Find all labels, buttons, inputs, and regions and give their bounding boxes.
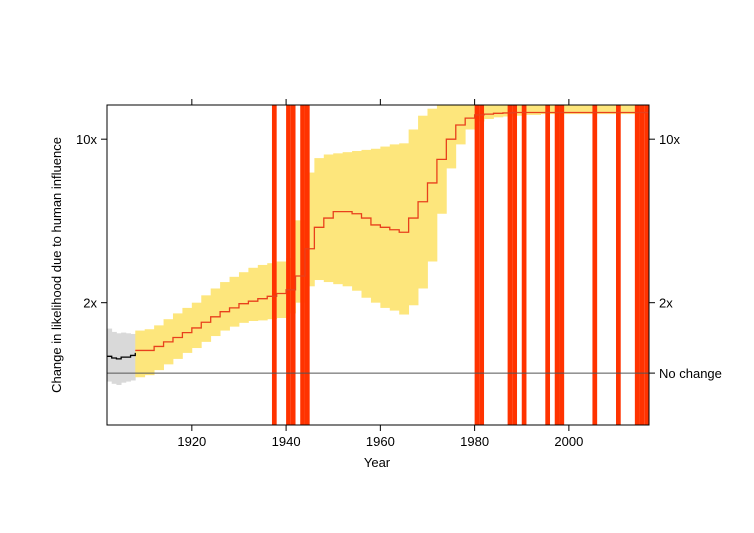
central-line-layer [107,111,649,360]
uncertainty-band-segment [201,295,212,342]
uncertainty-band-segment [597,105,607,115]
tick-labels-layer: 1920 1940 1960 1980 2000 No change 2x 10x 2x 10x [76,132,722,449]
record-years-layer [271,105,649,425]
uncertainty-band-segment [342,152,353,287]
uncertainty-band-segment [512,105,523,116]
uncertainty-band-segment [238,272,249,323]
uncertainty-band-segment [220,282,230,331]
early-central-line [107,352,136,360]
x-tick-label: 1980 [460,434,489,449]
uncertainty-band-segment [333,153,344,285]
record-year-bar [592,105,598,425]
uncertainty-band-segment [446,105,457,169]
early-band-segment [107,328,113,382]
central-line [135,111,649,352]
uncertainty-band-segment [484,105,494,119]
uncertainty-band-segment [229,276,240,327]
record-year-bar [554,105,560,425]
early-band-segment [130,333,136,381]
uncertainty-band-segment [389,144,400,311]
uncertainty-band-segment [568,105,579,115]
x-tick-label: 2000 [554,434,583,449]
uncertainty-band-segment [210,288,221,337]
record-year-bar [474,105,480,425]
uncertainty-band-segment [314,158,325,281]
uncertainty-band-segment [493,105,504,118]
y-axis-label: Change in likelihood due to human influe… [49,137,64,393]
uncertainty-band-segment [191,302,202,349]
record-year-bar [512,105,518,425]
uncertainty-band-segment [304,172,315,287]
uncertainty-band-segment [559,105,570,115]
y-tick-label-right: No change [659,366,722,381]
x-tick-label: 1940 [272,434,301,449]
uncertainty-band-segment [361,149,372,298]
x-axis-label: Year [364,455,391,470]
record-year-bar [304,105,310,425]
uncertainty-band-segment [248,267,259,321]
record-year-bar [634,105,640,425]
record-year-bar [300,105,305,425]
uncertainty-band-segment [399,143,410,315]
x-tick-label: 1920 [177,434,206,449]
uncertainty-band-segment [408,129,419,306]
uncertainty-band-segment [370,148,381,303]
uncertainty-band-layer [107,105,650,385]
record-year-bar [521,105,527,425]
record-year-bar [286,105,291,425]
uncertainty-band-segment [172,313,183,359]
uncertainty-band-segment [257,264,268,321]
uncertainty-band-segment [427,108,438,262]
y-tick-label-left: 2x [83,296,97,311]
uncertainty-band-segment [352,151,362,291]
y-tick-label-right: 10x [659,132,680,147]
record-year-bar [479,105,485,425]
y-tick-label-left: 10x [76,132,97,147]
record-year-bar [559,105,565,425]
record-year-bar [616,105,621,425]
uncertainty-band-segment [135,330,146,378]
uncertainty-band-segment [521,105,532,115]
uncertainty-band-segment [144,329,155,376]
uncertainty-band-segment [182,307,193,353]
uncertainty-band-segment [154,325,164,371]
uncertainty-band-segment [465,105,476,130]
record-year-bar [507,105,513,425]
record-year-bar [639,105,645,425]
uncertainty-band-segment [625,105,636,115]
uncertainty-band-segment [616,105,626,115]
record-year-bar [644,105,649,425]
y-tick-label-right: 2x [659,296,673,311]
plot-frame [106,104,650,426]
record-year-bar [545,105,551,425]
uncertainty-band-segment [531,105,541,115]
x-tick-label: 1960 [366,434,395,449]
axes-layer [101,99,655,431]
record-year-bar [271,105,277,425]
record-year-bar [290,105,296,425]
uncertainty-band-segment [276,261,287,319]
uncertainty-band-segment [606,105,617,115]
uncertainty-band-segment [578,105,589,115]
